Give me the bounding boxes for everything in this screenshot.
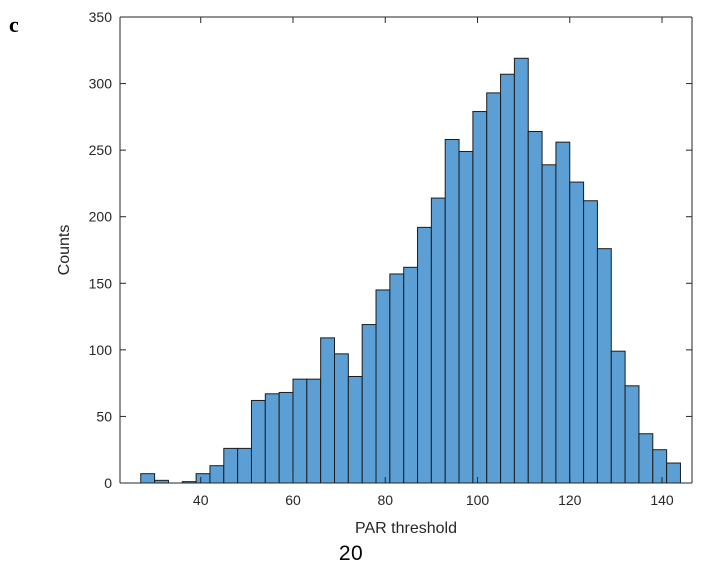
x-tick-label: 100 bbox=[466, 492, 490, 508]
histogram-bar bbox=[458, 150, 474, 484]
y-tick-label: 300 bbox=[89, 76, 113, 92]
histogram-bar bbox=[237, 447, 252, 484]
x-tick-label: 120 bbox=[558, 492, 582, 508]
y-axis-title: Counts bbox=[56, 225, 73, 276]
y-tick-label: 350 bbox=[89, 9, 113, 25]
histogram-bar bbox=[389, 273, 405, 484]
histogram-bar bbox=[347, 375, 363, 484]
y-tick-label: 200 bbox=[89, 209, 113, 225]
histogram-bar bbox=[610, 350, 626, 484]
histogram-bar bbox=[361, 324, 377, 484]
y-tick-label: 150 bbox=[89, 275, 113, 291]
histogram-bar bbox=[555, 141, 571, 484]
histogram-bar bbox=[320, 337, 335, 484]
histogram-bar bbox=[596, 248, 612, 484]
histogram-bar bbox=[444, 138, 460, 484]
histogram-bar bbox=[652, 449, 668, 484]
histogram-chart: 40 60 80 100 120 140 0 50 100 150 200 250 300 350 PAR… bbox=[56, 9, 693, 537]
histogram-bar bbox=[375, 289, 391, 484]
y-tick-label: 250 bbox=[89, 142, 113, 158]
histogram-bar bbox=[624, 385, 640, 484]
x-axis-title: PAR threshold bbox=[355, 520, 457, 537]
histogram-bar bbox=[638, 433, 654, 484]
axes-group: 40 60 80 100 120 140 0 50 100 150 200 250 300 350 bbox=[89, 9, 693, 508]
x-tick-label: 140 bbox=[650, 492, 674, 508]
bars-group bbox=[140, 57, 681, 484]
histogram-bar bbox=[140, 473, 156, 484]
histogram-bar bbox=[292, 378, 308, 484]
x-tick-label: 80 bbox=[377, 492, 393, 508]
histogram-bar bbox=[583, 200, 598, 484]
page-number: 20 bbox=[338, 542, 364, 565]
histogram-bar bbox=[513, 57, 529, 484]
panel-label: c bbox=[9, 12, 19, 37]
x-tick-label: 40 bbox=[193, 492, 209, 508]
histogram-bar bbox=[306, 378, 322, 484]
histogram-bar bbox=[334, 353, 349, 484]
histogram-bar bbox=[472, 111, 488, 484]
histogram-bar bbox=[527, 131, 543, 484]
y-tick-label: 100 bbox=[89, 342, 113, 358]
histogram-bar bbox=[666, 462, 681, 484]
histogram-bar bbox=[486, 92, 502, 484]
histogram-bar bbox=[195, 473, 211, 484]
histogram-bar bbox=[569, 181, 585, 484]
histogram-bar bbox=[250, 399, 266, 484]
histogram-bar bbox=[430, 197, 446, 484]
histogram-bar bbox=[403, 266, 419, 484]
x-tick-label: 60 bbox=[285, 492, 301, 508]
histogram-bar bbox=[223, 447, 239, 484]
histogram-bar bbox=[209, 465, 225, 484]
histogram-bar bbox=[278, 391, 294, 484]
histogram-bar bbox=[417, 226, 432, 484]
histogram-bar bbox=[541, 164, 557, 484]
histogram-bar bbox=[500, 73, 515, 484]
y-tick-label: 0 bbox=[104, 475, 112, 491]
histogram-bar bbox=[264, 393, 280, 484]
y-tick-label: 50 bbox=[96, 408, 112, 424]
